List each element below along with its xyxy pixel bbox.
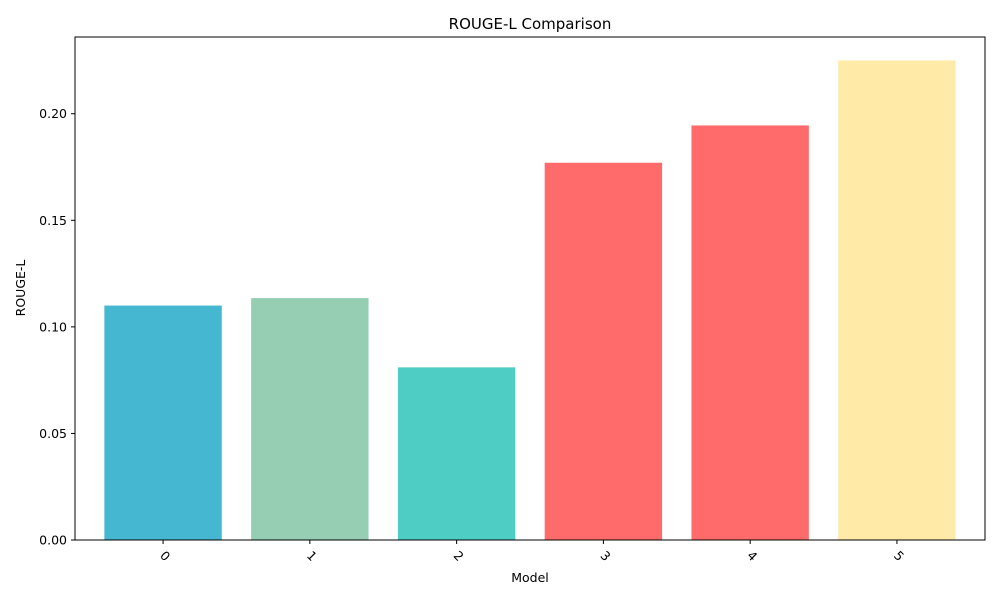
x-tick-label: 4: [744, 548, 760, 564]
x-axis-label: Model: [511, 570, 549, 585]
y-tick-label: 0.00: [39, 533, 67, 548]
y-tick-label: 0.05: [39, 426, 67, 441]
plot-frame: [74, 36, 986, 541]
bar-model-0: [104, 305, 222, 540]
chart-title: ROUGE-L Comparison: [449, 15, 612, 33]
y-axis-label: ROUGE-L: [13, 260, 28, 317]
x-tick-label: 3: [597, 548, 613, 564]
bar-model-3: [544, 162, 663, 540]
x-axis-ticks: 0 1 2 3 4 5: [157, 540, 907, 564]
y-tick-label: 0.20: [39, 106, 67, 121]
bars-group: [104, 60, 956, 541]
x-tick-label: 5: [891, 548, 907, 564]
bar-model-5: [838, 60, 956, 540]
bar-model-2: [397, 367, 516, 540]
bar-model-1: [251, 298, 369, 540]
x-tick-label: 0: [157, 548, 173, 564]
x-tick-label: 2: [451, 548, 467, 564]
y-axis-ticks: 0.00 0.05 0.10 0.15 0.20: [39, 106, 75, 548]
x-tick-label: 1: [304, 548, 320, 564]
bar-model-4: [691, 125, 809, 541]
y-tick-label: 0.10: [39, 319, 67, 334]
y-tick-label: 0.15: [39, 213, 67, 228]
